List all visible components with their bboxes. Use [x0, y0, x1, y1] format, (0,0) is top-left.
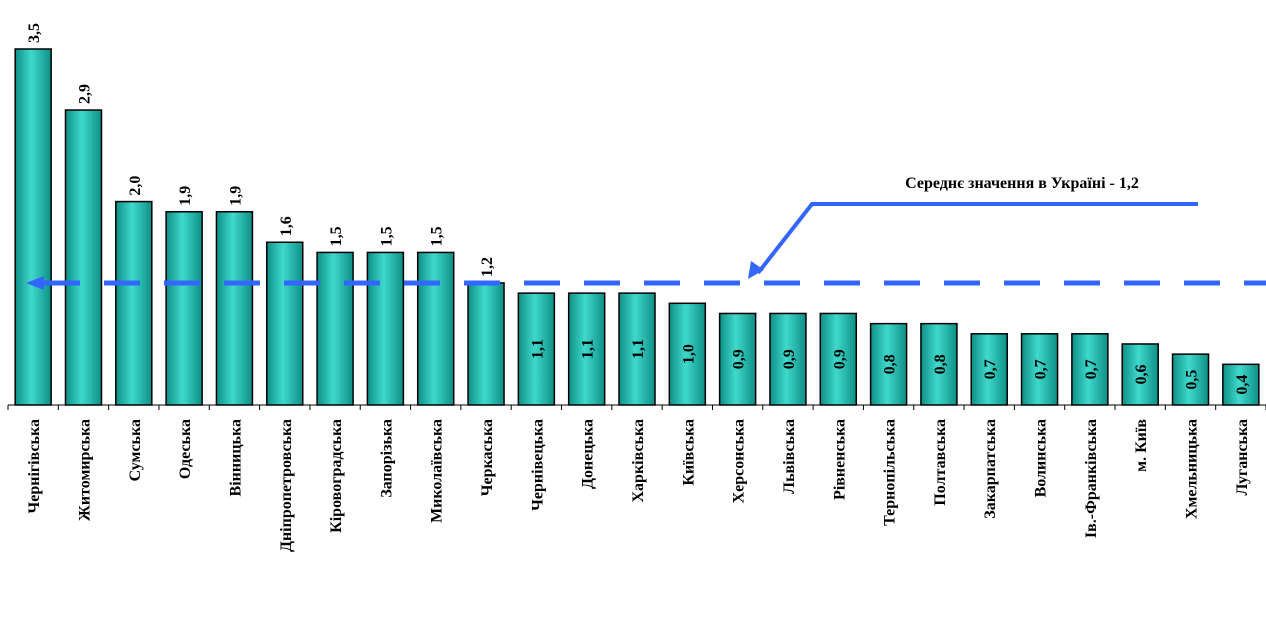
category-label: Херсонська — [731, 419, 748, 503]
category-label: Київська — [680, 419, 697, 486]
value-label: 1,1 — [580, 339, 597, 359]
bar-10 — [467, 282, 505, 406]
bar-18 — [869, 322, 908, 406]
bar-9 — [416, 251, 455, 406]
bar-21 — [1020, 333, 1059, 406]
bar-13 — [618, 292, 656, 406]
average-label: Середнє значення в Україні - 1,2 — [905, 175, 1139, 192]
category-label: Полтавська — [932, 419, 949, 506]
value-label: 1,5 — [429, 226, 446, 246]
average-line — [26, 275, 1266, 290]
bar-6 — [266, 241, 304, 406]
category-label: Черкаська — [479, 419, 496, 496]
bar-7 — [316, 251, 354, 406]
value-label: 1,9 — [227, 186, 244, 206]
bar-5 — [215, 210, 254, 406]
value-label: 0,7 — [982, 359, 999, 379]
bar-25 — [1222, 363, 1260, 406]
category-label: Вінницька — [227, 419, 244, 496]
value-label: 2,0 — [127, 176, 144, 196]
value-label: 0,9 — [731, 349, 748, 369]
bar-4 — [165, 210, 203, 406]
bar-16 — [769, 312, 807, 406]
bar-24 — [1171, 353, 1210, 406]
bar-12 — [567, 292, 606, 406]
category-label: Львівська — [781, 419, 798, 494]
category-label: Тернопільська — [882, 419, 899, 526]
average-annotation: Середнє значення в Україні - 1,2 — [748, 175, 1198, 279]
category-label: Харківська — [630, 419, 647, 503]
category-label: Миколаївська — [429, 419, 446, 523]
category-label: Кіровоградська — [328, 419, 345, 533]
value-label: 1,1 — [630, 339, 647, 359]
category-label: Чернівецька — [529, 419, 546, 511]
value-label: 0,8 — [882, 354, 899, 374]
value-label: 1,0 — [680, 344, 697, 364]
value-label: 1,2 — [479, 257, 496, 277]
value-label: 0,8 — [932, 354, 949, 374]
bar-17 — [819, 312, 858, 406]
average-arrowhead — [26, 275, 44, 290]
category-label: м. Київ — [1133, 419, 1150, 472]
bar-8 — [366, 251, 405, 406]
category-label: Донецька — [580, 419, 597, 489]
category-label: Сумська — [127, 419, 144, 481]
category-label: Житомирська — [76, 419, 93, 521]
bar-22 — [1071, 333, 1109, 406]
value-label: 0,5 — [1184, 370, 1201, 390]
bar-2 — [64, 109, 103, 406]
value-label: 3,5 — [26, 23, 43, 43]
bar-3 — [115, 200, 153, 406]
bar-19 — [920, 322, 958, 406]
category-label: Одеська — [177, 419, 194, 479]
value-label: 0,4 — [1234, 375, 1251, 395]
category-label: Запорізька — [378, 419, 395, 498]
bar-15 — [718, 312, 757, 406]
bar-20 — [970, 333, 1008, 406]
bar-14 — [668, 302, 707, 406]
value-label: 1,5 — [378, 226, 395, 246]
value-label: 1,6 — [278, 216, 295, 236]
category-label: Дніпропетровська — [278, 419, 295, 552]
category-label: Волинська — [1033, 419, 1050, 497]
value-label: 0,9 — [831, 349, 848, 369]
value-label: 1,9 — [177, 186, 194, 206]
value-label: 1,5 — [328, 226, 345, 246]
bar-23 — [1121, 343, 1159, 406]
value-label: 1,1 — [529, 339, 546, 359]
callout-arrowhead — [748, 260, 764, 279]
category-label: Луганська — [1234, 419, 1251, 496]
callout-line — [756, 202, 1198, 275]
value-label: 2,9 — [76, 84, 93, 104]
bar-1 — [14, 48, 52, 406]
value-label: 0,7 — [1083, 359, 1100, 379]
value-label: 0,7 — [1033, 359, 1050, 379]
value-label: 0,9 — [781, 349, 798, 369]
category-label: Ів.-Франківська — [1083, 419, 1100, 538]
category-label: Рівненська — [831, 419, 848, 500]
category-label: Хмельницька — [1184, 419, 1201, 519]
category-label: Чернігівська — [26, 419, 43, 514]
category-label: Закарпатська — [982, 419, 999, 519]
value-label: 0,6 — [1133, 364, 1150, 384]
bar-11 — [517, 292, 556, 406]
